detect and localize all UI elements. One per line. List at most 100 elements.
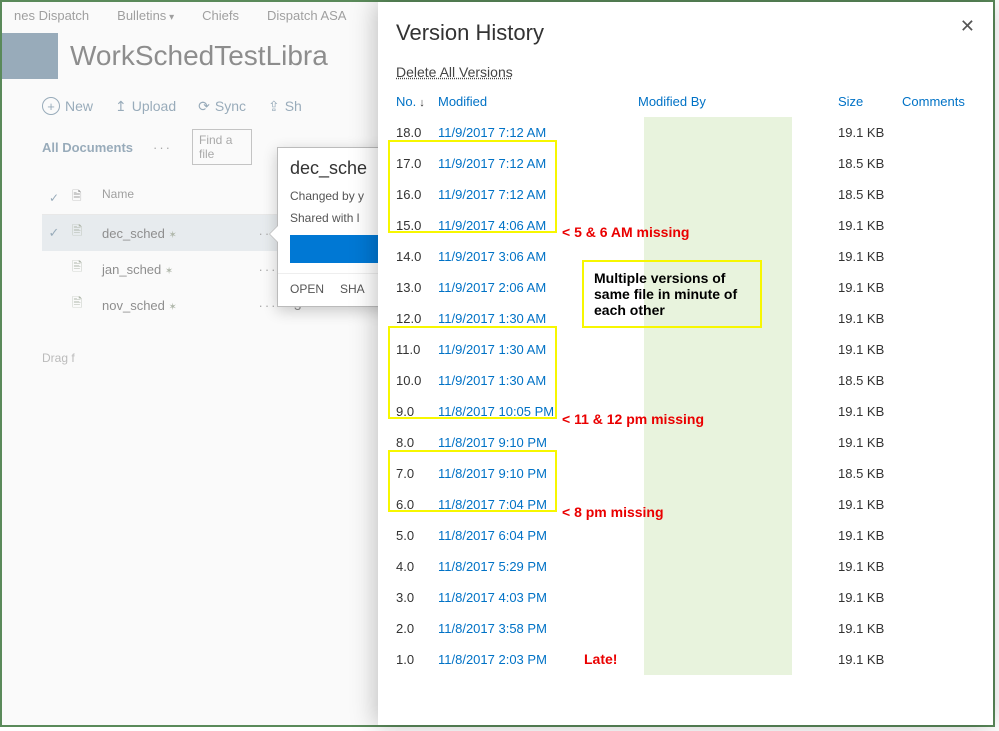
version-row[interactable]: 6.011/8/2017 7:04 PM19.1 KB: [396, 489, 975, 520]
version-row[interactable]: 8.011/8/2017 9:10 PM19.1 KB: [396, 427, 975, 458]
version-table-body: 18.011/9/2017 7:12 AM19.1 KB17.011/9/201…: [396, 117, 975, 717]
version-modified-link[interactable]: 11/8/2017 5:29 PM: [438, 559, 638, 574]
version-number: 14.0: [396, 249, 438, 264]
file-name[interactable]: dec_sched ✶: [102, 226, 242, 241]
version-size: 19.1 KB: [838, 621, 902, 636]
share-icon: ⇪: [268, 98, 280, 115]
version-row[interactable]: 12.011/9/2017 1:30 AM 19.1 KB: [396, 303, 975, 334]
version-size: 19.1 KB: [838, 342, 902, 357]
nav-item[interactable]: Chiefs: [202, 8, 239, 23]
version-size: 19.1 KB: [838, 249, 902, 264]
callout-shared-with: Shared with l: [278, 207, 391, 229]
col-modified[interactable]: Modified: [438, 94, 638, 109]
version-row[interactable]: 4.011/8/2017 5:29 PM19.1 KB: [396, 551, 975, 582]
version-row[interactable]: 16.011/9/2017 7:12 AM 18.5 KB: [396, 179, 975, 210]
version-modified-link[interactable]: 11/9/2017 1:30 AM: [438, 373, 638, 388]
version-size: 18.5 KB: [838, 187, 902, 202]
type-column-icon: 🗎: [72, 187, 96, 208]
file-icon: 🖹: [72, 258, 96, 280]
version-number: 4.0: [396, 559, 438, 574]
version-modified-link[interactable]: 11/8/2017 10:05 PM: [438, 404, 638, 419]
close-icon[interactable]: ✕: [960, 16, 975, 37]
version-row[interactable]: 14.011/9/2017 3:06 AM 19.1 KB: [396, 241, 975, 272]
row-checkbox[interactable]: ✓: [42, 225, 66, 241]
sync-button[interactable]: ⟳Sync: [198, 98, 246, 115]
version-row[interactable]: 9.011/8/2017 10:05 PM19.1 KB: [396, 396, 975, 427]
nav-item[interactable]: Dispatch ASA: [267, 8, 347, 23]
version-number: 1.0: [396, 652, 438, 667]
sync-icon: ⟳: [198, 98, 210, 115]
nav-item[interactable]: Bulletins: [117, 8, 174, 23]
version-modified-link[interactable]: 11/9/2017 7:12 AM: [438, 156, 638, 171]
version-modified-link[interactable]: 11/9/2017 7:12 AM: [438, 187, 638, 202]
version-number: 15.0: [396, 218, 438, 233]
version-row[interactable]: 13.011/9/2017 2:06 AM19.1 KB: [396, 272, 975, 303]
col-modified-by[interactable]: Modified By: [638, 94, 838, 109]
version-size: 19.1 KB: [838, 311, 902, 326]
version-modified-link[interactable]: 11/8/2017 6:04 PM: [438, 528, 638, 543]
version-row[interactable]: 15.011/9/2017 4:06 AM19.1 KB: [396, 210, 975, 241]
col-no[interactable]: No.: [396, 94, 438, 109]
version-size: 19.1 KB: [838, 652, 902, 667]
version-modified-link[interactable]: 11/8/2017 4:03 PM: [438, 590, 638, 605]
version-number: 16.0: [396, 187, 438, 202]
version-row[interactable]: 10.011/9/2017 1:30 AM 18.5 KB: [396, 365, 975, 396]
version-number: 3.0: [396, 590, 438, 605]
name-column[interactable]: Name: [102, 187, 242, 208]
all-documents-view[interactable]: All Documents: [42, 140, 133, 155]
file-icon: 🖹: [72, 222, 96, 244]
version-size: 18.5 KB: [838, 373, 902, 388]
version-row[interactable]: 5.011/8/2017 6:04 PM 19.1 KB: [396, 520, 975, 551]
new-indicator-icon: ✶: [165, 266, 173, 277]
version-row[interactable]: 3.011/8/2017 4:03 PM 19.1 KB: [396, 582, 975, 613]
version-row[interactable]: 7.011/8/2017 9:10 PM18.5 KB: [396, 458, 975, 489]
version-size: 19.1 KB: [838, 528, 902, 543]
new-indicator-icon: ✶: [169, 230, 177, 241]
version-size: 18.5 KB: [838, 156, 902, 171]
version-modified-link[interactable]: 11/9/2017 7:12 AM: [438, 125, 638, 140]
version-modified-link[interactable]: 11/9/2017 2:06 AM: [438, 280, 638, 295]
version-modified-link[interactable]: 11/9/2017 3:06 AM: [438, 249, 638, 264]
callout-open-button[interactable]: OPEN: [290, 282, 324, 296]
new-button[interactable]: +New: [42, 97, 93, 115]
nav-item[interactable]: nes Dispatch: [14, 8, 89, 23]
library-title: WorkSchedTestLibra: [70, 40, 328, 72]
new-indicator-icon: ✶: [169, 302, 177, 313]
version-number: 13.0: [396, 280, 438, 295]
version-modified-link[interactable]: 11/8/2017 9:10 PM: [438, 435, 638, 450]
version-row[interactable]: 18.011/9/2017 7:12 AM19.1 KB: [396, 117, 975, 148]
find-file-input[interactable]: Find a file: [192, 129, 252, 165]
version-modified-link[interactable]: 11/8/2017 2:03 PM: [438, 652, 638, 667]
version-modified-link[interactable]: 11/9/2017 1:30 AM: [438, 342, 638, 357]
view-more-icon[interactable]: ···: [153, 140, 172, 155]
version-modified-link[interactable]: 11/8/2017 9:10 PM: [438, 466, 638, 481]
file-name[interactable]: jan_sched ✶: [102, 262, 242, 277]
select-all-checkbox[interactable]: ✓: [42, 187, 66, 208]
upload-button[interactable]: ↥Upload: [115, 98, 176, 115]
version-modified-link[interactable]: 11/8/2017 7:04 PM: [438, 497, 638, 512]
version-size: 19.1 KB: [838, 590, 902, 605]
version-number: 8.0: [396, 435, 438, 450]
version-size: 19.1 KB: [838, 125, 902, 140]
version-row[interactable]: 11.011/9/2017 1:30 AM19.1 KB: [396, 334, 975, 365]
col-size[interactable]: Size: [838, 94, 902, 109]
version-number: 10.0: [396, 373, 438, 388]
share-button[interactable]: ⇪Sh: [268, 98, 302, 115]
version-modified-link[interactable]: 11/9/2017 1:30 AM: [438, 311, 638, 326]
version-modified-link[interactable]: 11/9/2017 4:06 AM: [438, 218, 638, 233]
version-modified-link[interactable]: 11/8/2017 3:58 PM: [438, 621, 638, 636]
version-number: 5.0: [396, 528, 438, 543]
version-number: 12.0: [396, 311, 438, 326]
col-comments[interactable]: Comments: [902, 94, 982, 109]
version-row[interactable]: 2.011/8/2017 3:58 PM19.1 KB: [396, 613, 975, 644]
file-name[interactable]: nov_sched ✶: [102, 298, 242, 313]
callout-changed-by: Changed by y: [278, 185, 391, 207]
upload-icon: ↥: [115, 98, 127, 115]
callout-share-button[interactable]: SHA: [340, 282, 365, 296]
delete-all-versions-link[interactable]: Delete All Versions: [396, 64, 975, 80]
version-row[interactable]: 17.011/9/2017 7:12 AM18.5 KB: [396, 148, 975, 179]
version-row[interactable]: 1.011/8/2017 2:03 PM 19.1 KB: [396, 644, 975, 675]
callout-primary-button[interactable]: [290, 235, 379, 263]
version-history-panel: ✕ Version History Delete All Versions No…: [378, 2, 993, 725]
version-number: 6.0: [396, 497, 438, 512]
